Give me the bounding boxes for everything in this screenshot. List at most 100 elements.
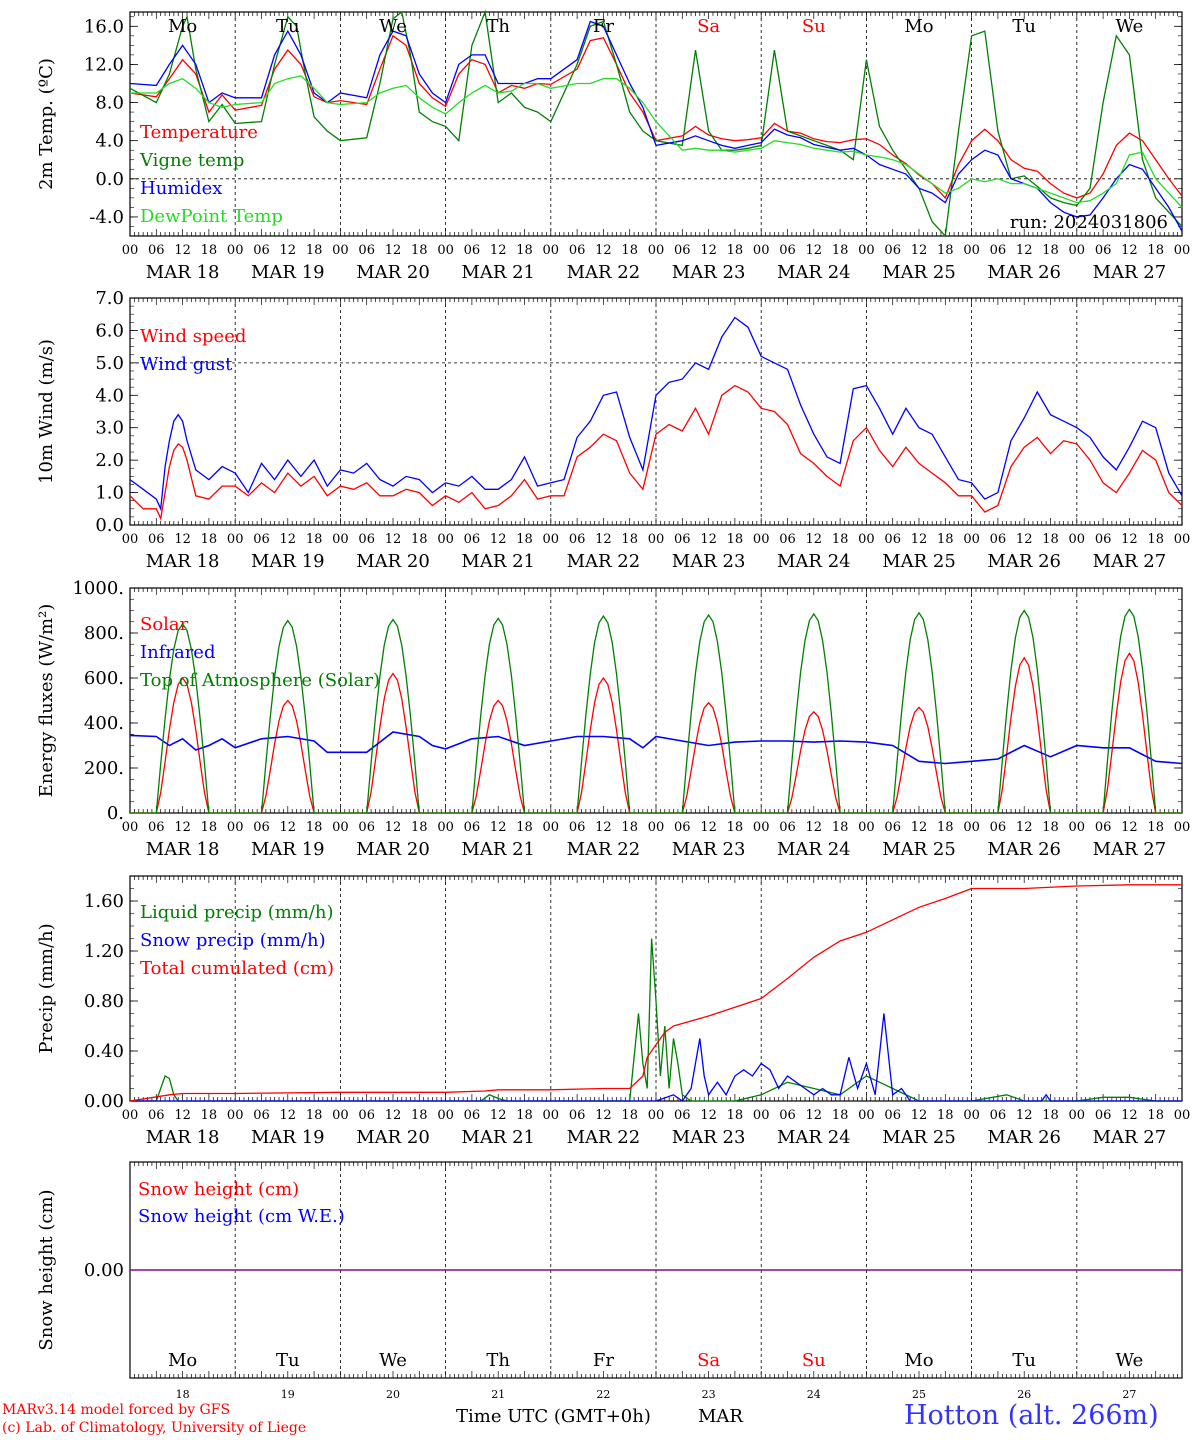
hour-label: 12	[1121, 243, 1138, 258]
weekday-label-top: Su	[802, 16, 826, 37]
hour-label: 06	[674, 532, 691, 547]
hour-label: 00	[858, 820, 875, 835]
hour-label: 00	[227, 243, 244, 258]
hour-label: 00	[1174, 532, 1191, 547]
weekday-label-top: We	[379, 16, 407, 37]
legend-entry: DewPoint Temp	[140, 206, 283, 227]
hour-label: 12	[174, 243, 191, 258]
hour-label: 06	[569, 1108, 586, 1123]
hour-label: 12	[700, 1108, 717, 1123]
hour-label: 18	[306, 1108, 323, 1123]
date-label: MAR 18	[146, 839, 220, 860]
hour-label: 06	[884, 532, 901, 547]
date-label: MAR 21	[461, 1127, 535, 1148]
hour-label: 18	[1147, 1108, 1164, 1123]
y-tick-label: 3.0	[95, 418, 124, 439]
hour-label: 18	[306, 532, 323, 547]
y-axis-label: 2m Temp. (ºC)	[36, 58, 57, 190]
hour-label: 00	[1069, 532, 1086, 547]
y-tick-label: 16.0	[84, 16, 124, 37]
hour-label: 06	[464, 1108, 481, 1123]
hour-label: 06	[358, 820, 375, 835]
date-label: MAR 22	[567, 551, 641, 572]
credit-line-2: (c) Lab. of Climatology, University of L…	[2, 1420, 307, 1436]
hour-label: 12	[911, 243, 928, 258]
hour-label: 18	[201, 243, 218, 258]
hour-label: 00	[543, 243, 560, 258]
date-label: MAR 19	[251, 551, 325, 572]
date-label: MAR 23	[672, 839, 746, 860]
legend-entry: Humidex	[140, 178, 222, 199]
hour-label: 12	[280, 243, 297, 258]
legend-entry: Solar	[140, 614, 189, 635]
weekday-label-top: Tu	[276, 16, 300, 37]
date-label: MAR 23	[672, 262, 746, 283]
hour-label: 06	[674, 243, 691, 258]
hour-label: 00	[332, 1108, 349, 1123]
hour-label: 06	[358, 243, 375, 258]
hour-label: 12	[490, 1108, 507, 1123]
hour-label: 06	[464, 532, 481, 547]
hour-label: 06	[1095, 820, 1112, 835]
weekday-label-top: We	[1116, 16, 1144, 37]
hour-label: 12	[490, 532, 507, 547]
hour-label: 18	[201, 820, 218, 835]
hour-label: 00	[858, 243, 875, 258]
y-tick-label: -4.0	[89, 207, 124, 228]
date-label: MAR 27	[1093, 839, 1167, 860]
hour-label: 06	[148, 243, 165, 258]
hour-label: 18	[306, 820, 323, 835]
hour-label: 18	[411, 243, 428, 258]
credit-line-1: MARv3.14 model forced by GFS	[2, 1402, 231, 1418]
weekday-label-top: Sa	[697, 16, 720, 37]
weekday-label-bottom: Th	[486, 1350, 510, 1371]
hour-label: 12	[700, 820, 717, 835]
hour-label: 00	[122, 532, 139, 547]
weekday-label-bottom: Fr	[593, 1350, 614, 1371]
date-label: MAR 21	[461, 262, 535, 283]
hour-label: 06	[253, 532, 270, 547]
hour-label: 00	[753, 532, 770, 547]
day-number-label: 21	[491, 1388, 505, 1401]
hour-label: 18	[1042, 1108, 1059, 1123]
hour-label: 18	[621, 1108, 638, 1123]
y-tick-label: 1.20	[84, 941, 124, 962]
y-tick-label: 1.0	[95, 483, 124, 504]
weekday-label-bottom: Tu	[276, 1350, 300, 1371]
hour-label: 00	[1069, 243, 1086, 258]
date-label: MAR 20	[356, 551, 430, 572]
hour-label: 12	[911, 820, 928, 835]
hour-label: 18	[1042, 532, 1059, 547]
hour-label: 06	[674, 1108, 691, 1123]
x-axis-month: MAR	[698, 1406, 743, 1427]
date-label: MAR 20	[356, 839, 430, 860]
y-tick-label: 2.0	[95, 450, 124, 471]
weekday-label-top: Fr	[593, 16, 614, 37]
day-number-label: 27	[1122, 1388, 1136, 1401]
hour-label: 18	[621, 243, 638, 258]
hour-label: 00	[753, 1108, 770, 1123]
hour-label: 06	[884, 1108, 901, 1123]
date-label: MAR 26	[987, 262, 1061, 283]
hour-label: 18	[411, 820, 428, 835]
hour-label: 18	[411, 1108, 428, 1123]
y-tick-label: 800.	[84, 623, 124, 644]
hour-label: 00	[543, 820, 560, 835]
weekday-label-top: Mo	[168, 16, 197, 37]
hour-label: 06	[253, 243, 270, 258]
hour-label: 06	[358, 1108, 375, 1123]
hour-label: 12	[806, 820, 823, 835]
hour-label: 00	[227, 532, 244, 547]
y-axis-label: Energy fluxes (W/m²)	[36, 604, 57, 798]
hour-label: 12	[1121, 820, 1138, 835]
hour-label: 00	[437, 532, 454, 547]
day-number-label: 25	[912, 1388, 926, 1401]
hour-label: 00	[1174, 820, 1191, 835]
hour-label: 00	[963, 1108, 980, 1123]
hour-label: 12	[174, 532, 191, 547]
date-label: MAR 20	[356, 1127, 430, 1148]
y-tick-label: 4.0	[95, 131, 124, 152]
hour-label: 12	[385, 820, 402, 835]
y-tick-label: 0.0	[95, 515, 124, 536]
